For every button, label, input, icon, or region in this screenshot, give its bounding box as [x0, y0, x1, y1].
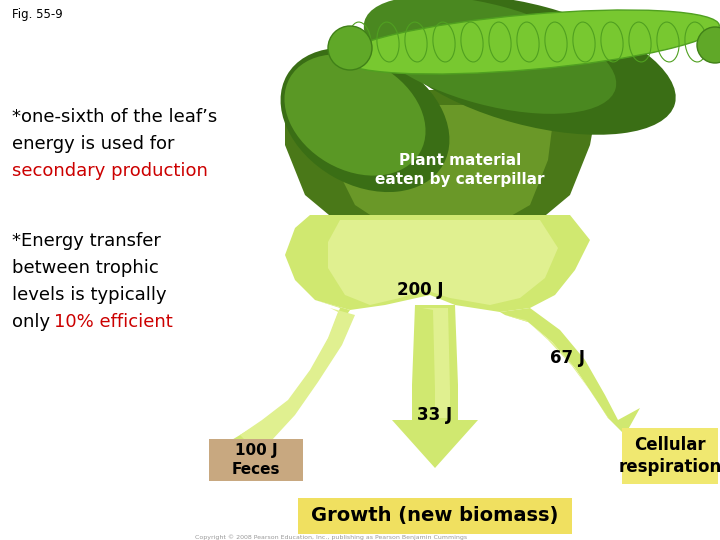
FancyBboxPatch shape [622, 428, 718, 484]
Polygon shape [285, 90, 600, 240]
Polygon shape [285, 215, 590, 312]
Polygon shape [328, 220, 558, 305]
Polygon shape [240, 308, 355, 450]
Text: between trophic: between trophic [12, 259, 158, 277]
Polygon shape [505, 315, 610, 420]
Text: *Energy transfer: *Energy transfer [12, 232, 161, 250]
Text: 200 J: 200 J [397, 281, 444, 299]
Polygon shape [422, 308, 450, 418]
Ellipse shape [281, 48, 449, 192]
FancyBboxPatch shape [209, 439, 303, 481]
Text: Cellular
respiration: Cellular respiration [618, 436, 720, 476]
Ellipse shape [384, 0, 675, 135]
Text: Fig. 55-9: Fig. 55-9 [12, 8, 63, 21]
Polygon shape [335, 105, 555, 235]
Circle shape [697, 27, 720, 63]
Text: Plant material
eaten by caterpillar: Plant material eaten by caterpillar [375, 153, 545, 187]
Text: Growth (new biomass): Growth (new biomass) [311, 507, 559, 525]
Text: energy is used for: energy is used for [12, 135, 174, 153]
Ellipse shape [341, 10, 719, 74]
Text: secondary production: secondary production [12, 162, 208, 180]
Text: 10% efficient: 10% efficient [54, 313, 173, 331]
FancyBboxPatch shape [298, 498, 572, 534]
Text: *one-sixth of the leaf’s: *one-sixth of the leaf’s [12, 108, 217, 126]
Text: Copyright © 2008 Pearson Education, Inc., publishing as Pearson Benjamin Cumming: Copyright © 2008 Pearson Education, Inc.… [195, 534, 467, 539]
Text: only: only [12, 313, 56, 331]
Ellipse shape [364, 0, 616, 114]
Text: 100 J
Feces: 100 J Feces [232, 443, 280, 477]
Ellipse shape [284, 55, 426, 176]
Polygon shape [392, 305, 478, 468]
Text: 33 J: 33 J [418, 406, 453, 424]
Text: 67 J: 67 J [551, 349, 585, 367]
Circle shape [328, 26, 372, 70]
Polygon shape [215, 300, 350, 460]
Polygon shape [500, 308, 640, 435]
Text: levels is typically: levels is typically [12, 286, 166, 304]
